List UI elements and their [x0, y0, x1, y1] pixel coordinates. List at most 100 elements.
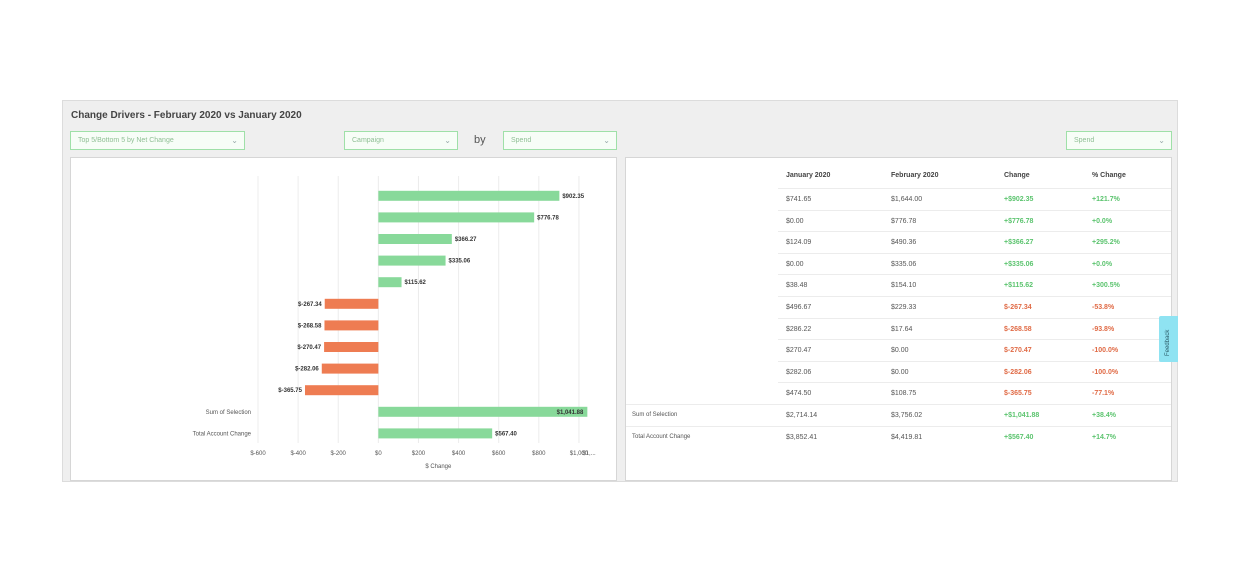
table-row: $286.22 $17.64 $-268.58 -93.8% [778, 317, 1171, 340]
cell-pct-change: +0.0% [1092, 260, 1113, 268]
data-label: $567.40 [495, 431, 517, 437]
cell-february: $17.64 [891, 325, 913, 333]
cell-change: +$366.27 [1004, 239, 1034, 247]
x-tick-label: $-200 [331, 451, 347, 457]
chart-bar [378, 234, 452, 244]
x-tick-label: $1,... [582, 451, 596, 457]
x-tick-label: $1,000 [570, 451, 589, 457]
dimension-dropdown[interactable]: Campaign ⌄ [344, 131, 458, 150]
cell-pct-change: +295.2% [1092, 239, 1120, 247]
cell-change: +$335.06 [1004, 260, 1034, 268]
cell-change: $-268.58 [1004, 325, 1032, 333]
table-metric-dropdown-value: Spend [1074, 137, 1095, 144]
cell-pct-change: +14.7% [1092, 433, 1116, 441]
cell-pct-change: +0.0% [1092, 217, 1113, 225]
chevron-down-icon: ⌄ [231, 136, 238, 145]
cell-january: $0.00 [786, 217, 804, 225]
chart-bar [378, 255, 446, 266]
x-tick-label: $200 [412, 451, 426, 457]
data-label: $-282.06 [295, 367, 319, 373]
x-tick-label: $600 [492, 451, 506, 457]
cell-february: $229.33 [891, 304, 917, 311]
summary-row: $2,714.14 $3,756.02 +$1,041.88 +38.4% Sum of… [626, 404, 1171, 426]
cell-change: $-270.47 [1004, 347, 1032, 355]
chart-bar [378, 428, 493, 439]
cell-january: $0.00 [786, 260, 804, 268]
x-tick-label: $800 [532, 451, 546, 457]
table-row: $270.47 $0.00 $-270.47 -100.0% [778, 339, 1171, 361]
chevron-down-icon: ⌄ [1158, 136, 1165, 145]
cell-january: $3,852.41 [786, 433, 818, 441]
data-label: $-270.47 [297, 345, 321, 351]
chart-bar [321, 363, 379, 374]
cell-pct-change: +121.7% [1092, 196, 1120, 203]
cell-change: +$776.78 [1004, 217, 1034, 225]
cell-pct-change: -93.8% [1092, 325, 1115, 333]
cell-january: $474.50 [786, 390, 812, 398]
x-tick-label: $400 [452, 451, 466, 457]
cell-change: $-365.75 [1004, 390, 1032, 398]
chart-container: $-600 $-400 $-200 $0 $200 $400 $600 $800 $1,000 $… [70, 157, 617, 481]
cell-january: $124.09 [786, 239, 812, 247]
category-label: Sum of Selection [206, 410, 251, 416]
cell-january: $286.22 [786, 325, 812, 333]
cell-pct-change: -100.0% [1092, 347, 1119, 355]
cell-change: $-282.06 [1004, 368, 1032, 376]
chevron-down-icon: ⌄ [444, 136, 451, 145]
cell-change: $-267.34 [1004, 304, 1032, 311]
top-bottom-dropdown-value: Top 5/Bottom 5 by Net Change [78, 137, 174, 144]
row-label: Total Account Change [632, 433, 691, 440]
metric-dropdown[interactable]: Spend ⌄ [503, 131, 617, 150]
cell-february: $4,419.81 [891, 433, 923, 441]
chart-bar [378, 212, 535, 223]
table-row: $282.06 $0.00 $-282.06 -100.0% [778, 360, 1171, 383]
table-row: $0.00 $776.78 +$776.78 +0.0% [778, 209, 1171, 232]
chart-bar [378, 190, 560, 201]
table-row: $38.48 $154.10 +$115.62 +300.5% [778, 274, 1171, 296]
row-label: Sum of Selection [632, 412, 678, 418]
x-axis-label: $ Change [425, 464, 452, 470]
chart-bar [324, 298, 379, 309]
cell-january: $282.06 [786, 368, 812, 376]
cell-february: $0.00 [891, 347, 909, 355]
cell-pct-change: +300.5% [1092, 282, 1120, 290]
chart-bar [324, 320, 379, 331]
data-label: $-267.34 [298, 302, 322, 308]
cell-february: $0.00 [891, 368, 909, 376]
data-label: $115.62 [405, 280, 427, 286]
dimension-dropdown-value: Campaign [352, 137, 384, 144]
table-metric-dropdown[interactable]: Spend ⌄ [1066, 131, 1172, 150]
cell-february: $108.75 [891, 390, 917, 398]
data-label: $366.27 [455, 237, 477, 243]
cell-february: $3,756.02 [891, 412, 923, 419]
metric-dropdown-value: Spend [511, 137, 532, 144]
top-bottom-dropdown[interactable]: Top 5/Bottom 5 by Net Change ⌄ [70, 131, 245, 150]
cell-pct-change: -77.1% [1092, 390, 1115, 398]
by-label: by [474, 134, 486, 146]
cell-change: +$902.35 [1004, 196, 1034, 203]
cell-february: $776.78 [891, 217, 917, 225]
change-drivers-panel: Change Drivers - February 2020 vs Januar… [62, 100, 1178, 482]
header-change: Change [1004, 172, 1030, 179]
summary-row: $3,852.41 $4,419.81 +$567.40 +14.7% Total Ac… [626, 425, 1171, 448]
cell-change: +$1,041.88 [1004, 412, 1040, 419]
table-row: $741.65 $1,644.00 +$902.35 +121.7% [778, 188, 1171, 210]
feedback-tab[interactable]: Feedback [1159, 316, 1178, 362]
cell-january: $496.67 [786, 304, 812, 311]
header-pct-change: % Change [1092, 172, 1126, 179]
cell-february: $154.10 [891, 282, 917, 290]
header-february: February 2020 [891, 172, 939, 179]
data-label: $1,041.88 [557, 410, 584, 416]
cell-january: $741.65 [786, 196, 812, 203]
data-label: $-268.58 [298, 323, 322, 329]
x-tick-label: $0 [375, 451, 382, 457]
cell-pct-change: +38.4% [1092, 412, 1116, 419]
cell-change: +$567.40 [1004, 433, 1034, 441]
cell-january: $38.48 [786, 282, 808, 290]
panel-title: Change Drivers - February 2020 vs Januar… [71, 110, 302, 121]
data-label: $776.78 [537, 215, 559, 221]
chart-bar [378, 406, 588, 417]
feedback-label: Feedback [1165, 329, 1171, 356]
x-tick-label: $-400 [290, 451, 306, 457]
data-label: $902.35 [562, 194, 584, 200]
